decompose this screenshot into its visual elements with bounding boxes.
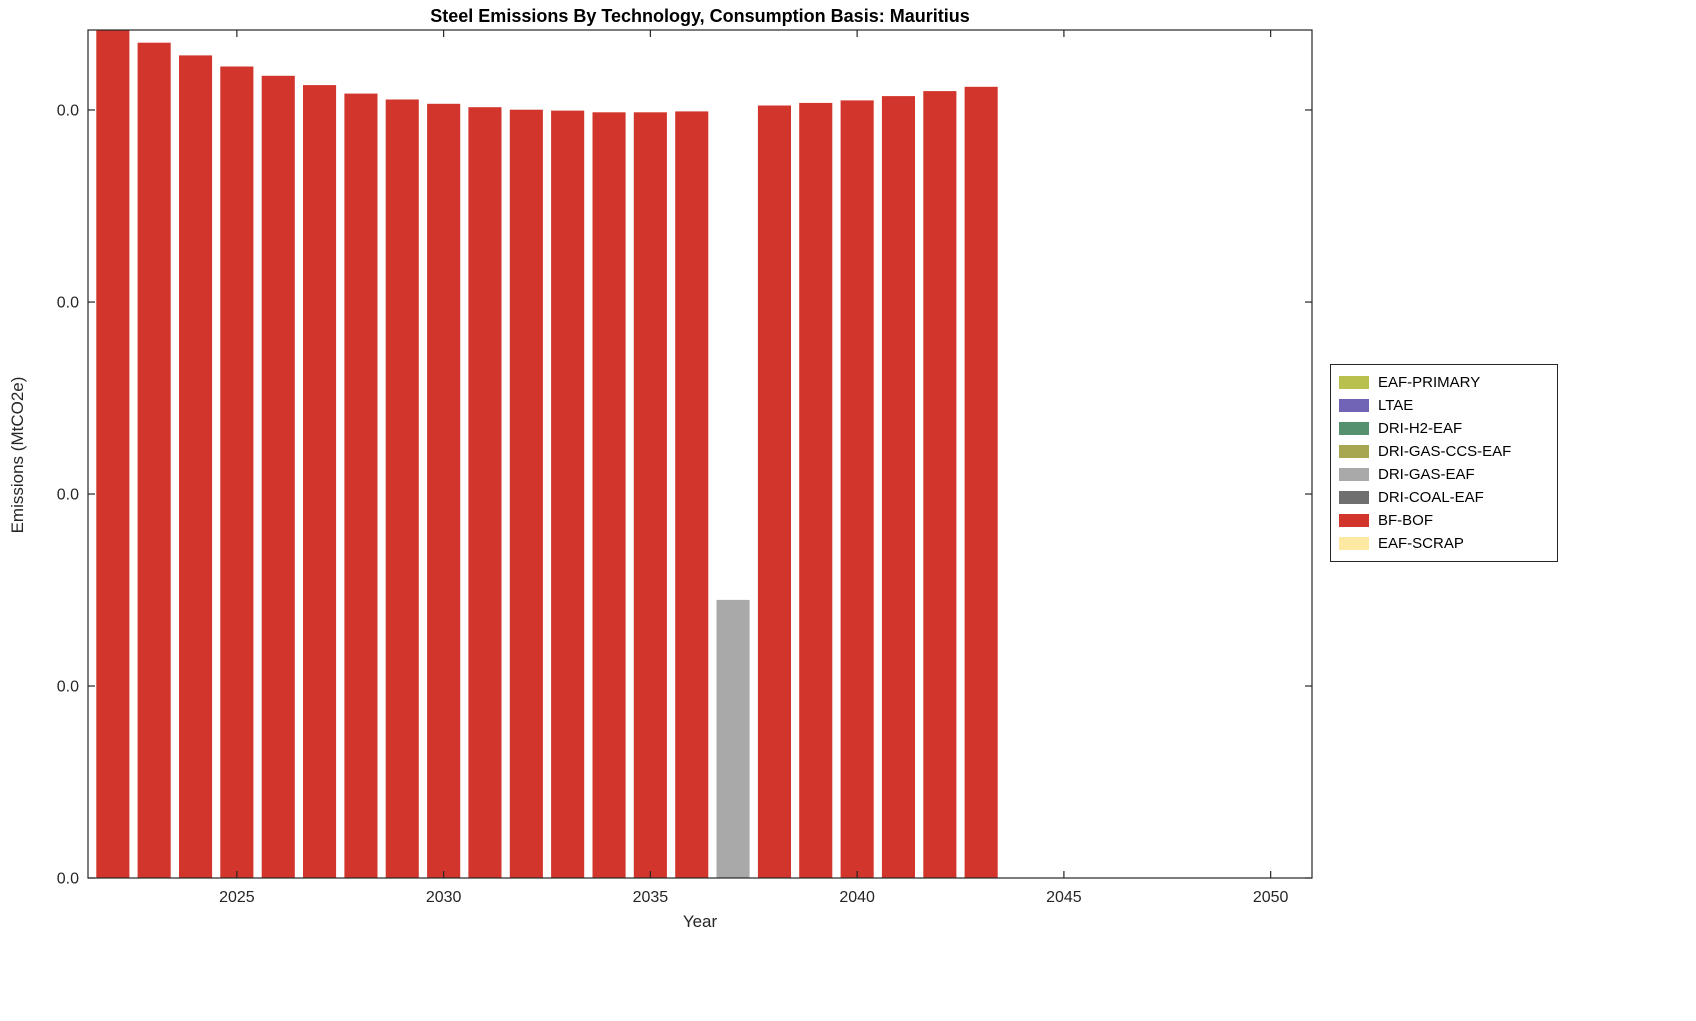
legend-item-eaf-primary: EAF-PRIMARY — [1339, 371, 1549, 394]
legend-swatch-bf-bof — [1339, 514, 1369, 527]
bar-2035-bf-bof — [633, 112, 667, 879]
legend-label: DRI-H2-EAF — [1378, 420, 1463, 437]
axes-box — [87, 29, 1313, 879]
legend-label: EAF-PRIMARY — [1378, 374, 1481, 391]
bar-2031-bf-bof — [468, 107, 502, 878]
legend-item-eaf-scrap: EAF-SCRAP — [1339, 532, 1549, 555]
legend-label: BF-BOF — [1378, 512, 1433, 529]
bar-2024-bf-bof — [179, 55, 213, 878]
y-tick-label: 0.0 — [57, 102, 79, 119]
chart-title: Steel Emissions By Technology, Consumpti… — [430, 6, 970, 26]
y-tick-label: 0.0 — [57, 487, 79, 504]
bar-2043-bf-bof — [964, 86, 998, 879]
legend-label: DRI-COAL-EAF — [1378, 489, 1484, 506]
legend-swatch-eaf-primary — [1339, 376, 1369, 389]
x-tick-label: 2040 — [839, 889, 875, 906]
x-tick-label: 2045 — [1046, 889, 1082, 906]
legend-item-dri-gas-eaf: DRI-GAS-EAF — [1339, 463, 1549, 486]
bar-2027-bf-bof — [303, 85, 337, 879]
legend-swatch-ltae — [1339, 399, 1369, 412]
bar-2026-bf-bof — [261, 75, 295, 879]
legend-swatch-dri-coal-eaf — [1339, 491, 1369, 504]
legend-item-dri-gas-ccs-eaf: DRI-GAS-CCS-EAF — [1339, 440, 1549, 463]
legend-label: LTAE — [1378, 397, 1414, 414]
bar-2022-bf-bof — [96, 30, 130, 878]
legend-swatch-eaf-scrap — [1339, 537, 1369, 550]
legend-label: DRI-GAS-EAF — [1378, 466, 1475, 483]
legend-item-bf-bof: BF-BOF — [1339, 509, 1549, 532]
bar-2042-bf-bof — [923, 91, 957, 879]
bar-2034-bf-bof — [592, 112, 626, 879]
bar-2040-bf-bof — [840, 100, 874, 878]
y-tick-label: 0.0 — [57, 679, 79, 696]
y-axis-label: Emissions (MtCO2e) — [8, 376, 27, 534]
legend-swatch-dri-gas-ccs-eaf — [1339, 445, 1369, 458]
bar-2030-bf-bof — [427, 103, 461, 879]
bar-2032-bf-bof — [509, 109, 543, 878]
legend-swatch-dri-gas-eaf — [1339, 468, 1369, 481]
y-tick-label: 0.0 — [57, 871, 79, 888]
x-tick-label: 2025 — [219, 889, 255, 906]
bar-2025-bf-bof — [220, 66, 254, 878]
bar-2029-bf-bof — [385, 99, 419, 878]
bar-2033-bf-bof — [551, 110, 585, 879]
y-tick-label: 0.0 — [57, 295, 79, 312]
legend-item-ltae: LTAE — [1339, 394, 1549, 417]
bar-2041-bf-bof — [881, 96, 915, 879]
legend-label: EAF-SCRAP — [1378, 535, 1464, 552]
legend-label: DRI-GAS-CCS-EAF — [1378, 443, 1512, 460]
x-tick-label: 2050 — [1253, 889, 1289, 906]
bar-2039-bf-bof — [799, 102, 833, 878]
legend-swatch-dri-h2-eaf — [1339, 422, 1369, 435]
legend-item-dri-h2-eaf: DRI-H2-EAF — [1339, 417, 1549, 440]
x-tick-label: 2030 — [426, 889, 462, 906]
bar-2038-bf-bof — [757, 105, 791, 878]
bar-2023-bf-bof — [137, 42, 171, 878]
bar-2028-bf-bof — [344, 93, 378, 879]
x-tick-label: 2035 — [633, 889, 669, 906]
legend: EAF-PRIMARY LTAE DRI-H2-EAF DRI-GAS-CCS-EAF… — [1330, 364, 1558, 562]
legend-item-dri-coal-eaf: DRI-COAL-EAF — [1339, 486, 1549, 509]
x-axis-label: Year — [682, 912, 718, 931]
bar-2037-dri-gas-eaf — [716, 599, 750, 878]
bar-2036-bf-bof — [675, 111, 709, 878]
